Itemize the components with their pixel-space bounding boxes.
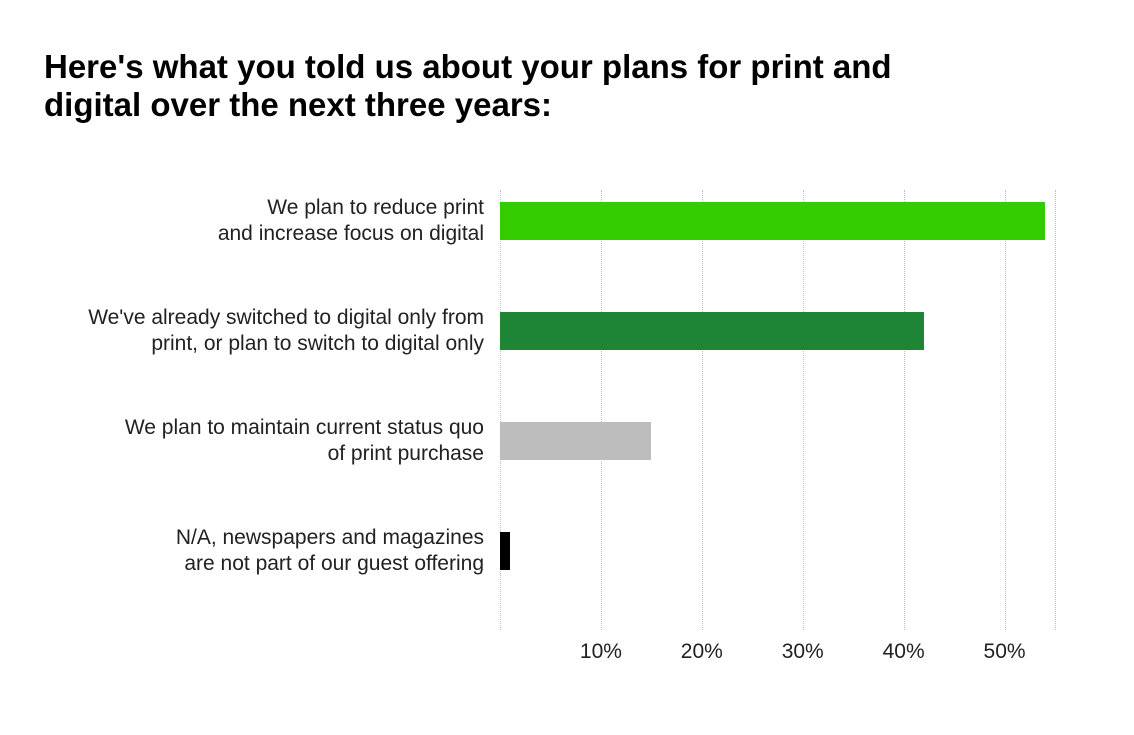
- bar: [500, 312, 924, 350]
- grid-line: [803, 190, 804, 630]
- grid-line: [601, 190, 602, 630]
- category-label-line: of print purchase: [44, 441, 484, 467]
- grid-line: [904, 190, 905, 630]
- category-label-line: are not part of our guest offering: [44, 551, 484, 577]
- grid-line: [1055, 190, 1056, 630]
- chart-title: Here's what you told us about your plans…: [44, 48, 944, 124]
- category-label-line: We've already switched to digital only f…: [44, 305, 484, 331]
- bar: [500, 422, 651, 460]
- bar-chart: We plan to reduce printand increase focu…: [500, 190, 1055, 630]
- category-label-line: N/A, newspapers and magazines: [44, 525, 484, 551]
- category-label-line: We plan to maintain current status quo: [44, 415, 484, 441]
- category-label: We've already switched to digital only f…: [44, 305, 484, 358]
- grid-line: [702, 190, 703, 630]
- x-axis-label: 40%: [874, 640, 934, 664]
- bar: [500, 202, 1045, 240]
- x-axis-label: 20%: [672, 640, 732, 664]
- grid-line: [1005, 190, 1006, 630]
- category-label-line: We plan to reduce print: [44, 195, 484, 221]
- x-axis-label: 10%: [571, 640, 631, 664]
- page: Here's what you told us about your plans…: [0, 0, 1134, 735]
- category-label-line: and increase focus on digital: [44, 221, 484, 247]
- plot-area: We plan to reduce printand increase focu…: [500, 190, 1055, 630]
- x-axis-label: 30%: [773, 640, 833, 664]
- category-label: N/A, newspapers and magazinesare not par…: [44, 525, 484, 578]
- bar: [500, 532, 510, 570]
- x-axis-label: 50%: [975, 640, 1035, 664]
- category-label-line: print, or plan to switch to digital only: [44, 331, 484, 357]
- category-label: We plan to maintain current status quoof…: [44, 415, 484, 468]
- category-label: We plan to reduce printand increase focu…: [44, 195, 484, 248]
